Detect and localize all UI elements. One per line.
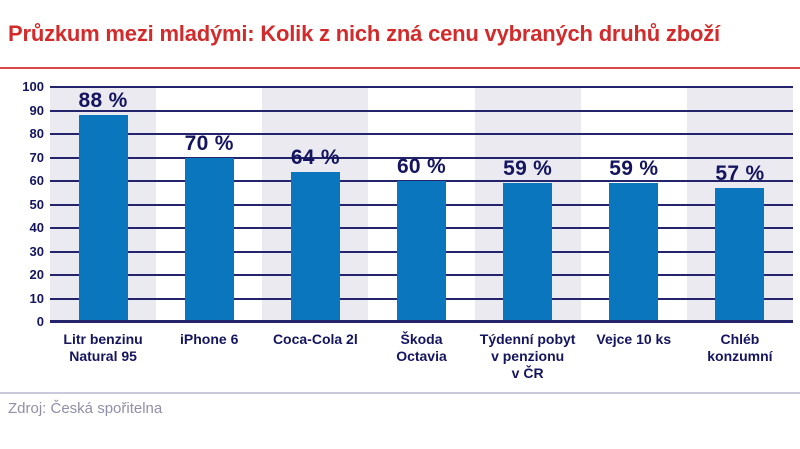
gridline xyxy=(50,86,793,88)
page-title: Průzkum mezi mladými: Kolik z nich zná c… xyxy=(8,21,720,46)
y-tick-label: 90 xyxy=(29,102,44,118)
y-tick-label: 20 xyxy=(29,267,44,282)
bar-value-label: 60 % xyxy=(396,155,447,178)
y-tick-label: 40 xyxy=(29,220,44,235)
y-tick-label: 100 xyxy=(22,79,44,94)
bar-value-label: 59 % xyxy=(609,157,659,181)
y-tick-label: 50 xyxy=(29,196,44,212)
y-tick-label: 80 xyxy=(29,126,44,141)
bar-value-label: 64 % xyxy=(290,145,340,169)
bar xyxy=(503,183,553,322)
plot-area: 88 % 70 % 64 % 60 % 59 % 59 % 57 % xyxy=(50,86,793,323)
bar xyxy=(290,171,340,322)
y-axis: 0 10 20 30 40 50 60 70 80 90 100 xyxy=(0,79,44,329)
category-label: Chléb konzumní xyxy=(707,331,773,364)
bar xyxy=(397,181,446,322)
bar xyxy=(78,115,128,322)
category-label: iPhone 6 xyxy=(180,331,239,347)
category-label: Coca-Cola 2l xyxy=(272,331,358,347)
y-tick-label: 10 xyxy=(29,290,44,306)
y-tick-label: 60 xyxy=(29,173,44,188)
gridline xyxy=(50,109,793,112)
bar-value-label: 59 % xyxy=(503,157,553,181)
bar-value-label: 88 % xyxy=(78,89,128,113)
source-text: Zdroj: Česká spořitelna xyxy=(8,400,163,417)
source-divider xyxy=(0,392,800,394)
bar xyxy=(715,188,765,322)
category-label: Litr benzinu Natural 95 xyxy=(63,331,143,364)
bar-value-label: 70 % xyxy=(184,131,234,155)
title-underline xyxy=(0,67,800,69)
y-tick-label: 30 xyxy=(29,243,44,259)
y-tick-label: 70 xyxy=(29,149,44,165)
gridline xyxy=(50,133,793,135)
category-label: Vejce 10 ks xyxy=(596,331,672,347)
bar-value-label: 57 % xyxy=(715,162,765,186)
gridline xyxy=(50,156,793,159)
category-label: Týdenní pobyt v penzionu v ČR xyxy=(479,331,576,381)
category-label: Škoda Octavia xyxy=(396,331,447,364)
bar xyxy=(609,183,659,322)
x-axis-line xyxy=(50,320,793,323)
y-tick-label: 0 xyxy=(36,314,44,329)
bar-chart: 0 10 20 30 40 50 60 70 80 90 100 88 % 70 % 64 % 60 % 5… xyxy=(0,79,793,382)
x-axis-labels: Litr benzinu Natural 95 iPhone 6 Coca-Cola… xyxy=(50,331,793,382)
bar xyxy=(184,157,234,322)
